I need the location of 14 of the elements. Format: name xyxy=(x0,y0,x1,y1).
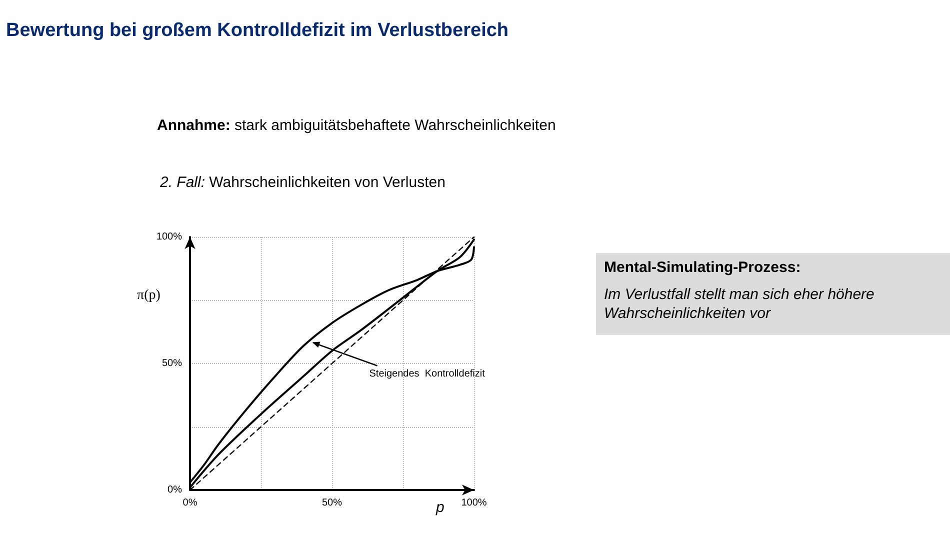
y-tick-label: 0% xyxy=(168,484,182,496)
x-tick-label: 0% xyxy=(182,498,198,508)
text: 2. Fall: Wahrscheinlichkeiten von Verlusten xyxy=(160,174,446,191)
x-tick-label: 50% xyxy=(322,498,342,508)
text: Im Verlustfall stellt man sich eher höhere Wahrscheinlichkeiten vor xyxy=(604,285,876,323)
chart-title: Bewertung bei großem Kontrolldefizit im Verlustbereich xyxy=(6,20,509,42)
x-axis-title: p xyxy=(436,499,444,516)
text: Mental-Simulating-Prozess: xyxy=(604,259,801,276)
x-tick-label: 100% xyxy=(461,498,487,508)
y-axis-title: π(p) xyxy=(137,288,160,304)
chart-subtitle: Annahme: stark ambiguitätsbehaftete Wahrscheinlichkeiten xyxy=(157,117,556,134)
annotation: Steigendes Kontrolldefizit xyxy=(369,368,486,380)
y-tick-label: 50% xyxy=(162,358,182,369)
y-tick-label: 100% xyxy=(156,232,182,242)
